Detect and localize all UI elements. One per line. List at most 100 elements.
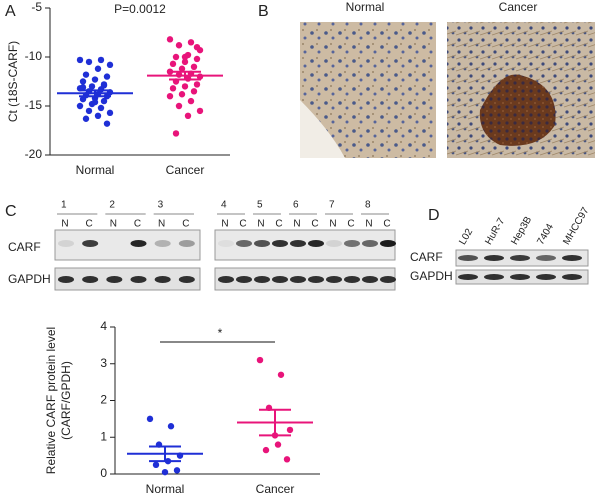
data-point bbox=[283, 456, 291, 463]
data-point bbox=[91, 76, 99, 83]
blot-band bbox=[236, 276, 252, 283]
blot-band bbox=[458, 255, 478, 261]
image-region bbox=[479, 74, 556, 146]
blot-band bbox=[272, 276, 288, 283]
blot-band bbox=[58, 240, 74, 247]
blot-band bbox=[58, 276, 74, 283]
lane-type: C bbox=[275, 219, 282, 230]
data-point bbox=[97, 104, 105, 112]
data-point bbox=[169, 60, 177, 68]
data-point bbox=[85, 107, 93, 115]
lane-type: N bbox=[61, 219, 68, 230]
data-point bbox=[100, 82, 108, 89]
lane-type: N bbox=[257, 219, 264, 230]
blot-band bbox=[130, 276, 147, 283]
lane-type: C bbox=[134, 219, 141, 230]
row-label: CARF bbox=[410, 250, 443, 264]
blot-band bbox=[510, 255, 530, 261]
data-point bbox=[187, 97, 195, 105]
y-tick-label: -5 bbox=[31, 0, 42, 14]
blot-band bbox=[344, 276, 360, 283]
data-point bbox=[178, 91, 186, 98]
data-point bbox=[85, 58, 93, 66]
data-point bbox=[167, 423, 175, 430]
lane-type: C bbox=[347, 219, 354, 230]
lane-type: N bbox=[158, 219, 165, 230]
y-tick-label: -10 bbox=[25, 49, 43, 63]
blot-band bbox=[178, 240, 195, 247]
data-point bbox=[169, 85, 177, 92]
panel-label: A bbox=[5, 3, 16, 20]
data-point bbox=[172, 130, 180, 137]
data-point bbox=[175, 102, 183, 110]
lane-label: MHCC97 bbox=[561, 205, 591, 246]
y-tick-label: 4 bbox=[100, 319, 107, 333]
y-tick-label: 0 bbox=[100, 466, 107, 480]
annotation: * bbox=[218, 326, 223, 340]
data-point bbox=[152, 461, 160, 469]
data-point bbox=[79, 95, 87, 103]
panel-label: D bbox=[428, 207, 440, 224]
x-tick-label: Normal bbox=[146, 482, 185, 496]
y-tick-label: -20 bbox=[25, 147, 43, 161]
data-point bbox=[173, 467, 181, 474]
data-point bbox=[184, 112, 192, 120]
data-point bbox=[94, 112, 102, 120]
image-region bbox=[300, 100, 345, 158]
blot-band bbox=[290, 276, 306, 283]
y-axis-label: (CARF/GPDH) bbox=[59, 361, 73, 440]
lane-label: 5 bbox=[257, 200, 263, 211]
data-point bbox=[172, 53, 180, 61]
lane-type: C bbox=[311, 219, 318, 230]
lane-label: HuR-7 bbox=[483, 216, 507, 247]
data-point bbox=[103, 73, 111, 80]
y-tick-label: 1 bbox=[100, 429, 107, 443]
lane-type: N bbox=[365, 219, 372, 230]
data-point bbox=[181, 58, 189, 66]
data-point bbox=[94, 65, 102, 72]
blot-band bbox=[154, 276, 171, 283]
data-point bbox=[196, 107, 204, 115]
y-axis-label: Ct (18S-CARF) bbox=[6, 41, 20, 122]
lane-label: 8 bbox=[365, 200, 371, 211]
blot-band bbox=[458, 274, 478, 280]
blot-band bbox=[106, 276, 123, 283]
data-point bbox=[178, 65, 186, 72]
error-bar bbox=[169, 70, 201, 81]
data-point bbox=[106, 61, 114, 69]
y-tick-label: 2 bbox=[100, 393, 107, 407]
lane-label: 3 bbox=[158, 200, 164, 211]
data-point bbox=[76, 102, 84, 110]
data-point bbox=[286, 426, 294, 434]
lane-label: 4 bbox=[221, 200, 227, 211]
panel-label: C bbox=[5, 203, 17, 220]
x-tick-label: Cancer bbox=[256, 482, 295, 496]
blot-band bbox=[178, 276, 195, 283]
y-axis-label: Relative CARF protein level bbox=[44, 327, 58, 474]
lane-type: C bbox=[383, 219, 390, 230]
blot-frame bbox=[54, 267, 201, 291]
blot-band bbox=[308, 276, 324, 283]
data-point bbox=[79, 78, 87, 85]
x-tick-label: Cancer bbox=[166, 163, 205, 177]
blot-band bbox=[562, 255, 582, 261]
blot-band bbox=[308, 240, 324, 247]
annotation: P=0.0012 bbox=[114, 2, 166, 16]
data-point bbox=[190, 88, 198, 95]
lane-label: 1 bbox=[61, 200, 67, 211]
blot-band bbox=[154, 240, 171, 247]
blot-band bbox=[326, 240, 342, 247]
data-point bbox=[190, 63, 198, 70]
x-tick-label: Normal bbox=[76, 163, 115, 177]
lane-type: N bbox=[221, 219, 228, 230]
blot-band bbox=[218, 276, 234, 283]
lane-type: N bbox=[293, 219, 300, 230]
blot-band bbox=[380, 276, 396, 283]
data-point bbox=[76, 56, 84, 64]
data-point bbox=[193, 81, 201, 88]
blot-band bbox=[344, 240, 360, 247]
data-point bbox=[82, 71, 90, 78]
lane-label: 6 bbox=[293, 200, 299, 211]
data-point bbox=[193, 44, 201, 51]
